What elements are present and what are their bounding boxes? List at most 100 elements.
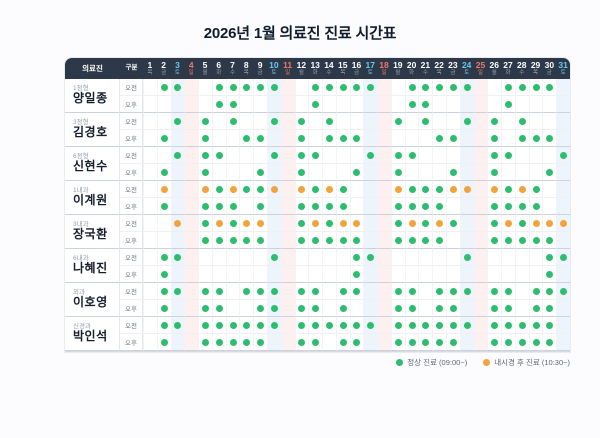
day-header-29: 29 목 <box>528 58 543 79</box>
normal-clinic-dot <box>160 321 168 329</box>
day-header-25: 25 일 <box>473 58 488 79</box>
schedule-cell <box>308 283 323 300</box>
normal-clinic-dot <box>201 151 209 159</box>
schedule-cell <box>446 266 460 283</box>
division-cell: 오전 <box>120 147 143 164</box>
post-endoscopy-clinic-dot <box>353 219 361 227</box>
schedule-cell <box>418 300 433 317</box>
normal-clinic-dot <box>491 117 499 125</box>
schedule-cell <box>294 96 309 113</box>
schedule-cell <box>528 215 543 232</box>
day-number: 25 <box>475 59 486 70</box>
schedule-cell <box>198 300 212 317</box>
schedule-cell <box>280 113 295 130</box>
normal-clinic-dot <box>243 134 251 142</box>
schedule-cell <box>528 164 543 181</box>
normal-clinic-dot <box>532 185 540 193</box>
normal-clinic-dot <box>229 117 237 125</box>
day-of-week: 월 <box>298 69 304 76</box>
schedule-cell <box>487 334 502 351</box>
doctor-department: 1내과 <box>73 186 89 194</box>
schedule-cell <box>143 283 157 300</box>
schedule-cell <box>170 96 185 113</box>
schedule-cell <box>198 147 212 164</box>
schedule-cell <box>377 283 391 300</box>
schedule-cell <box>501 317 515 334</box>
schedule-cell <box>390 96 405 113</box>
doctor-department: 1정형 <box>73 84 89 92</box>
normal-clinic-dot <box>243 321 251 329</box>
schedule-cell <box>225 283 240 300</box>
day-of-week: 토 <box>271 69 277 76</box>
post-endoscopy-clinic-dot <box>243 219 251 227</box>
schedule-cell <box>322 79 336 96</box>
schedule-cell <box>418 113 433 130</box>
day-of-week: 금 <box>353 69 360 76</box>
schedule-cell <box>225 266 240 283</box>
schedule-cell <box>266 215 281 232</box>
schedule-cell <box>143 96 157 113</box>
schedule-cell <box>198 249 212 266</box>
doctor-cell-나혜진: 6내과 나혜진 <box>65 249 120 283</box>
schedule-cell <box>184 317 199 334</box>
schedule-cell <box>446 317 460 334</box>
schedule-cell <box>239 130 254 147</box>
schedule-cell <box>239 147 254 164</box>
schedule-cell <box>253 96 267 113</box>
schedule-cell <box>349 249 364 266</box>
division-cell: 오전 <box>120 113 143 130</box>
schedule-cell <box>459 164 474 181</box>
schedule-cell <box>170 334 185 351</box>
schedule-cell <box>294 334 309 351</box>
schedule-cell <box>266 283 281 300</box>
normal-clinic-dot <box>436 321 444 329</box>
normal-clinic-dot <box>201 202 209 210</box>
normal-clinic-dot <box>298 168 306 176</box>
day-number: 28 <box>517 59 527 70</box>
schedule-cell <box>542 283 557 300</box>
schedule-cell <box>390 334 405 351</box>
schedule-cell <box>542 181 557 198</box>
post-endoscopy-clinic-dot <box>174 219 182 227</box>
normal-clinic-dot <box>436 236 444 244</box>
schedule-cell <box>556 147 570 164</box>
schedule-cell <box>253 147 267 164</box>
schedule-cell <box>280 79 295 96</box>
division-cell: 오전 <box>120 249 143 266</box>
normal-clinic-dot <box>201 287 209 295</box>
normal-clinic-dot <box>325 83 333 91</box>
schedule-cell <box>156 232 171 249</box>
schedule-cell <box>446 164 460 181</box>
normal-clinic-dot <box>257 236 265 244</box>
schedule-cell <box>156 334 171 351</box>
normal-clinic-dot <box>353 83 361 91</box>
schedule-cell <box>143 215 157 232</box>
schedule-cell <box>473 334 488 351</box>
schedule-cell <box>377 79 391 96</box>
schedule-cell <box>143 198 157 215</box>
day-of-week: 금 <box>450 69 456 76</box>
normal-clinic-dot <box>160 287 168 295</box>
day-header-24: 24 토 <box>459 58 474 79</box>
normal-clinic-dot <box>463 83 471 91</box>
schedule-cell <box>322 215 336 232</box>
schedule-cell <box>542 164 557 181</box>
schedule-cell <box>432 79 447 96</box>
normal-clinic-dot <box>298 338 306 346</box>
schedule-cell <box>432 283 447 300</box>
schedule-cell <box>239 198 254 215</box>
schedule-cell <box>390 130 405 147</box>
schedule-cell <box>266 300 281 317</box>
normal-clinic-dot <box>518 338 526 346</box>
normal-clinic-dot <box>367 321 375 329</box>
schedule-cell <box>473 147 488 164</box>
schedule-cell <box>335 283 350 300</box>
normal-clinic-dot <box>532 321 540 329</box>
schedule-cell <box>280 147 295 164</box>
schedule-cell <box>542 266 557 283</box>
normal-clinic-dot <box>215 287 223 295</box>
day-of-week: 화 <box>505 69 511 76</box>
schedule-cell <box>294 113 309 130</box>
normal-clinic-dot <box>174 287 182 295</box>
